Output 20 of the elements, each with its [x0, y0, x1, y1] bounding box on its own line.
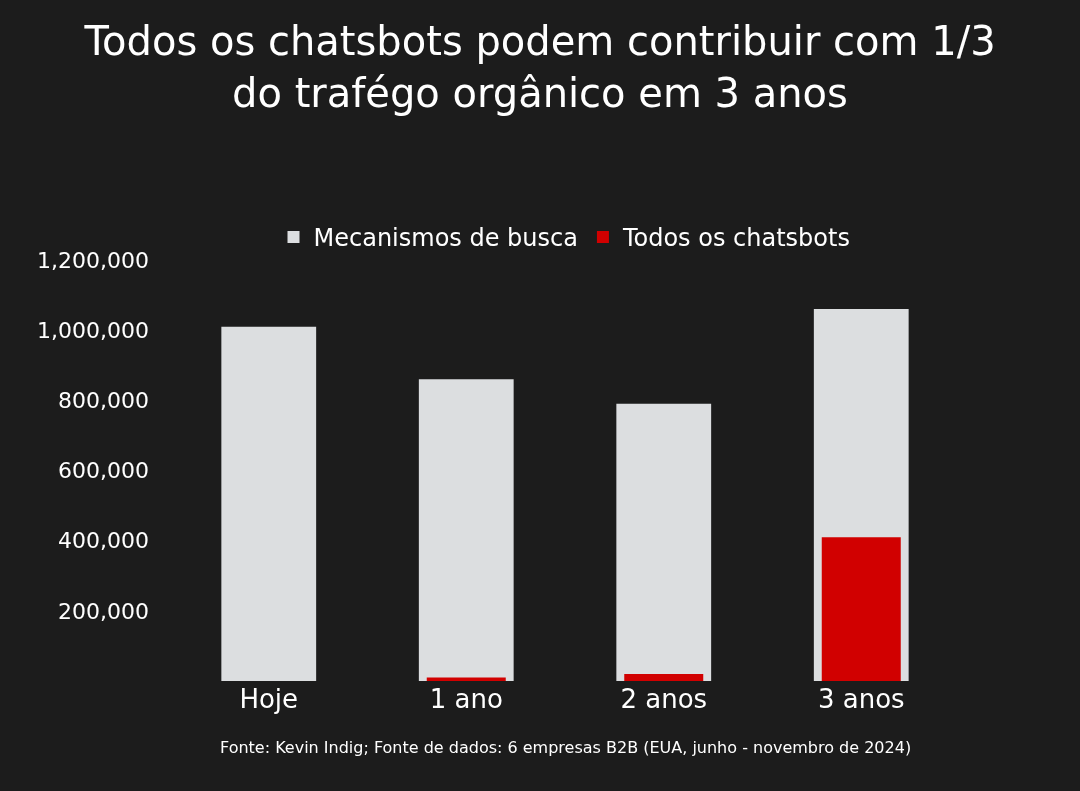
x-tick-label: 2 anos	[620, 684, 708, 714]
chart-title: Todos os chatsbots podem contribuir com 1/3 do trafégo orgânico em 3 anos	[83, 18, 996, 117]
bar	[221, 326, 317, 681]
y-tick-label: 400,000	[58, 528, 149, 554]
bar	[624, 673, 704, 681]
bar	[821, 537, 901, 681]
legend-label: Todos os chatsbots	[621, 224, 850, 253]
y-tick-label: 1,200,000	[37, 247, 149, 273]
y-tick-label: 1,000,000	[37, 317, 149, 343]
y-tick-label: 800,000	[58, 388, 149, 414]
x-tick-label: Hoje	[239, 684, 299, 714]
y-tick-label: 200,000	[58, 598, 149, 624]
bar	[418, 379, 514, 681]
source-note: Fonte: Kevin Indig; Fonte de dados: 6 empresas B2B (EUA, junho - novembro de 2024)	[220, 738, 912, 757]
x-tick-label: 3 anos	[817, 684, 905, 714]
y-tick-label: 600,000	[58, 458, 149, 484]
x-tick-label: 1 ano	[429, 684, 503, 714]
legend-label: Mecanismos de busca	[313, 224, 578, 253]
bar	[616, 403, 712, 681]
bar	[426, 677, 506, 681]
